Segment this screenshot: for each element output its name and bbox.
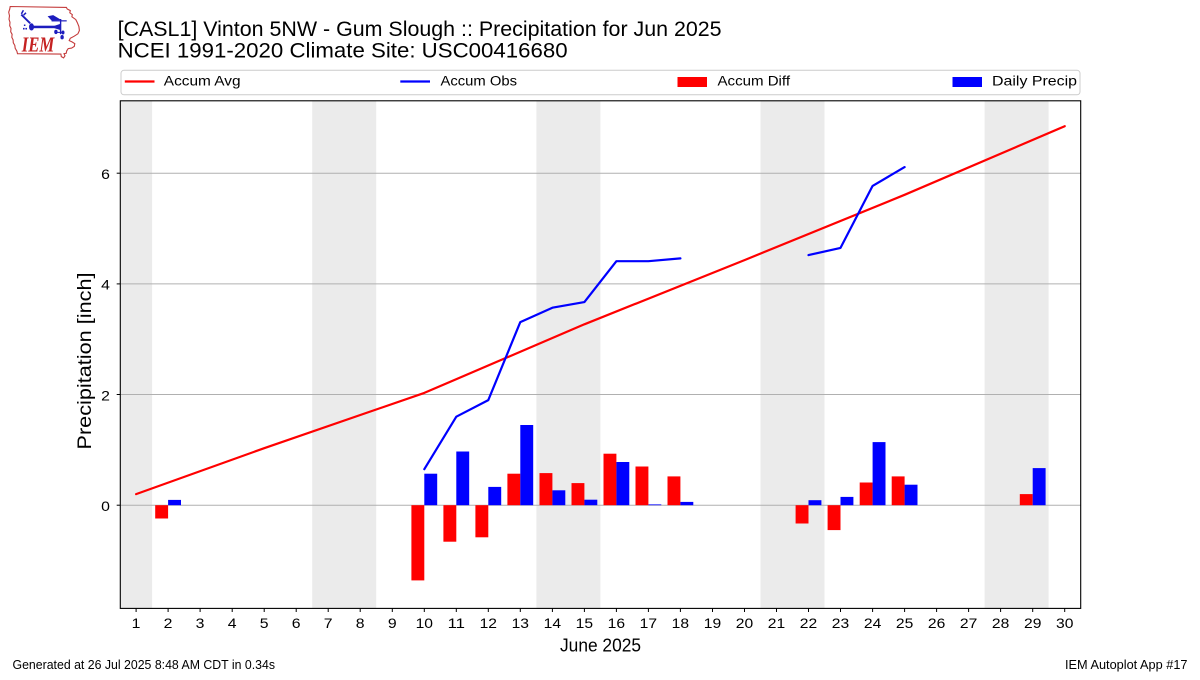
svg-text:9: 9 [388,615,397,631]
svg-text:13: 13 [512,615,530,631]
svg-text:NCEI 1991-2020 Climate Site: U: NCEI 1991-2020 Climate Site: USC00416680 [118,39,568,62]
svg-text:June 2025: June 2025 [560,636,641,656]
svg-text:15: 15 [576,615,594,631]
svg-text:Precipitation [inch]: Precipitation [inch] [74,273,96,450]
svg-text:16: 16 [608,615,626,631]
svg-text:3: 3 [196,615,205,631]
svg-text:17: 17 [640,615,658,631]
svg-text:0: 0 [101,498,110,514]
svg-text:27: 27 [960,615,978,631]
svg-text:Accum Diff: Accum Diff [718,74,791,89]
svg-text:6: 6 [101,166,110,182]
svg-text:7: 7 [324,615,333,631]
svg-text:8: 8 [356,615,365,631]
svg-text:Accum Obs: Accum Obs [441,74,518,89]
svg-text:19: 19 [704,615,722,631]
svg-text:26: 26 [928,615,946,631]
svg-text:Daily Precip: Daily Precip [992,74,1077,89]
svg-text:6: 6 [292,615,301,631]
svg-text:14: 14 [544,615,562,631]
svg-text:28: 28 [992,615,1010,631]
svg-text:20: 20 [736,615,754,631]
svg-text:30: 30 [1056,615,1074,631]
svg-text:IEM: IEM [21,33,55,57]
svg-text:11: 11 [448,615,466,631]
svg-text:22: 22 [800,615,818,631]
svg-text:29: 29 [1024,615,1042,631]
svg-text:10: 10 [416,615,434,631]
svg-text:21: 21 [768,615,786,631]
svg-text:23: 23 [832,615,850,631]
svg-text:24: 24 [864,615,882,631]
svg-text:Accum Avg: Accum Avg [164,74,241,89]
svg-text:12: 12 [480,615,498,631]
svg-text:5: 5 [260,615,269,631]
svg-text:4: 4 [228,615,237,631]
svg-text:IEM Autoplot App #17: IEM Autoplot App #17 [1065,657,1188,672]
svg-text:18: 18 [672,615,690,631]
svg-text:4: 4 [101,277,110,293]
svg-text:2: 2 [164,615,173,631]
svg-text:[CASL1] Vinton 5NW - Gum Sloug: [CASL1] Vinton 5NW - Gum Slough :: Preci… [118,18,722,41]
svg-text:Generated at 26 Jul 2025 8:48: Generated at 26 Jul 2025 8:48 AM CDT in … [13,657,276,672]
svg-text:2: 2 [101,387,110,403]
svg-text:1: 1 [132,615,141,631]
svg-text:25: 25 [896,615,914,631]
